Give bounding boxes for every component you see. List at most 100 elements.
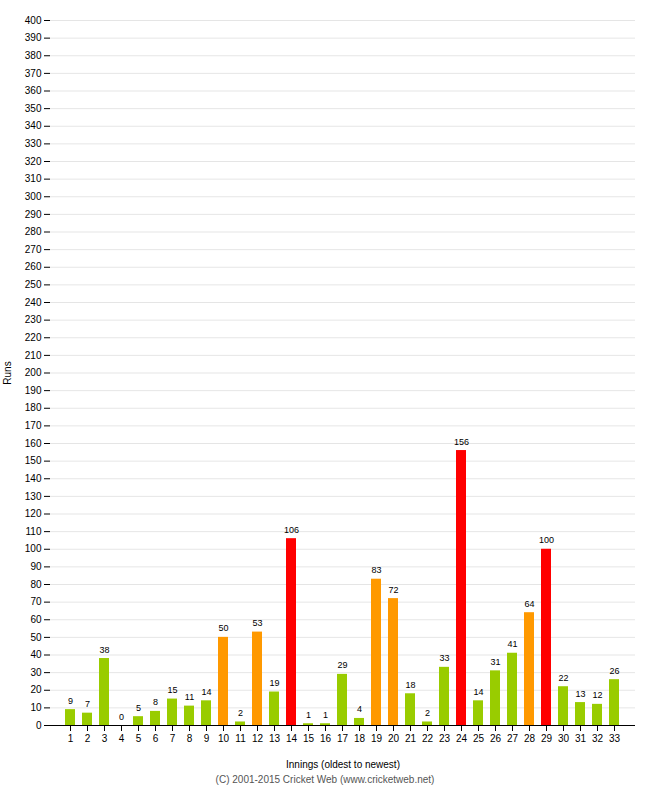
- svg-text:20: 20: [388, 733, 400, 744]
- svg-text:10: 10: [218, 733, 230, 744]
- svg-text:90: 90: [30, 561, 42, 572]
- svg-text:40: 40: [30, 649, 42, 660]
- svg-text:170: 170: [25, 420, 42, 431]
- svg-text:1: 1: [323, 710, 328, 720]
- svg-text:50: 50: [30, 632, 42, 643]
- svg-text:31: 31: [575, 733, 587, 744]
- svg-text:9: 9: [68, 696, 73, 706]
- svg-text:340: 340: [25, 120, 42, 131]
- svg-text:27: 27: [507, 733, 519, 744]
- svg-text:0: 0: [36, 720, 42, 731]
- svg-text:8: 8: [153, 697, 158, 707]
- svg-text:60: 60: [30, 614, 42, 625]
- svg-text:50: 50: [218, 623, 228, 633]
- svg-text:190: 190: [25, 385, 42, 396]
- svg-text:260: 260: [25, 261, 42, 272]
- svg-text:13: 13: [575, 689, 585, 699]
- svg-text:270: 270: [25, 244, 42, 255]
- svg-text:100: 100: [539, 535, 554, 545]
- svg-text:156: 156: [454, 437, 469, 447]
- svg-text:2: 2: [425, 708, 430, 718]
- svg-text:7: 7: [170, 733, 176, 744]
- svg-text:106: 106: [284, 525, 299, 535]
- svg-text:12: 12: [252, 733, 264, 744]
- svg-text:5: 5: [136, 733, 142, 744]
- svg-text:13: 13: [269, 733, 281, 744]
- svg-text:380: 380: [25, 50, 42, 61]
- svg-text:25: 25: [473, 733, 485, 744]
- svg-text:4: 4: [357, 704, 362, 714]
- svg-text:Innings (oldest to newest): Innings (oldest to newest): [286, 759, 400, 770]
- svg-text:18: 18: [354, 733, 366, 744]
- svg-text:33: 33: [609, 733, 621, 744]
- svg-text:1: 1: [68, 733, 74, 744]
- svg-text:18: 18: [405, 680, 415, 690]
- svg-text:31: 31: [490, 657, 500, 667]
- svg-text:100: 100: [25, 543, 42, 554]
- svg-text:14: 14: [201, 687, 211, 697]
- svg-text:5: 5: [136, 703, 141, 713]
- svg-text:110: 110: [26, 526, 42, 537]
- svg-text:33: 33: [439, 653, 449, 663]
- svg-text:4: 4: [119, 733, 125, 744]
- svg-text:130: 130: [25, 491, 42, 502]
- svg-text:240: 240: [25, 297, 42, 308]
- svg-text:180: 180: [25, 402, 42, 413]
- svg-text:16: 16: [320, 733, 332, 744]
- svg-text:6: 6: [153, 733, 159, 744]
- svg-text:17: 17: [337, 733, 349, 744]
- svg-text:19: 19: [269, 678, 279, 688]
- svg-text:370: 370: [25, 68, 42, 79]
- svg-text:41: 41: [507, 639, 517, 649]
- svg-text:26: 26: [609, 666, 619, 676]
- svg-text:32: 32: [592, 733, 604, 744]
- svg-text:21: 21: [405, 733, 417, 744]
- svg-text:220: 220: [25, 332, 42, 343]
- svg-text:300: 300: [25, 191, 42, 202]
- svg-text:230: 230: [25, 314, 42, 325]
- svg-text:350: 350: [25, 103, 42, 114]
- svg-text:28: 28: [524, 733, 536, 744]
- svg-text:3: 3: [102, 733, 108, 744]
- svg-text:0: 0: [119, 712, 124, 722]
- svg-text:30: 30: [30, 667, 42, 678]
- svg-text:22: 22: [558, 673, 568, 683]
- svg-text:150: 150: [25, 455, 42, 466]
- svg-text:53: 53: [252, 618, 262, 628]
- svg-text:83: 83: [371, 565, 381, 575]
- svg-text:20: 20: [30, 684, 42, 695]
- svg-text:8: 8: [187, 733, 193, 744]
- svg-text:Runs: Runs: [2, 361, 13, 384]
- svg-text:80: 80: [30, 579, 42, 590]
- svg-text:14: 14: [473, 687, 483, 697]
- svg-text:29: 29: [541, 733, 553, 744]
- svg-text:120: 120: [25, 508, 42, 519]
- svg-text:2: 2: [238, 708, 243, 718]
- svg-text:400: 400: [25, 15, 42, 26]
- svg-text:320: 320: [25, 156, 42, 167]
- svg-text:11: 11: [185, 692, 194, 702]
- svg-text:140: 140: [25, 473, 42, 484]
- svg-text:7: 7: [85, 699, 90, 709]
- svg-text:360: 360: [25, 85, 42, 96]
- svg-text:12: 12: [592, 690, 602, 700]
- svg-text:9: 9: [204, 733, 210, 744]
- svg-text:30: 30: [558, 733, 570, 744]
- svg-text:64: 64: [524, 599, 534, 609]
- svg-text:14: 14: [286, 733, 298, 744]
- svg-text:26: 26: [490, 733, 502, 744]
- svg-text:210: 210: [25, 350, 42, 361]
- svg-text:390: 390: [25, 32, 42, 43]
- svg-text:290: 290: [25, 209, 42, 220]
- svg-text:24: 24: [456, 733, 468, 744]
- svg-text:29: 29: [337, 660, 347, 670]
- svg-text:310: 310: [25, 173, 42, 184]
- svg-text:19: 19: [371, 733, 383, 744]
- svg-text:330: 330: [25, 138, 42, 149]
- svg-text:10: 10: [30, 702, 42, 713]
- svg-text:250: 250: [25, 279, 42, 290]
- svg-text:2: 2: [85, 733, 91, 744]
- svg-text:23: 23: [439, 733, 451, 744]
- svg-text:72: 72: [388, 585, 398, 595]
- svg-text:15: 15: [303, 733, 315, 744]
